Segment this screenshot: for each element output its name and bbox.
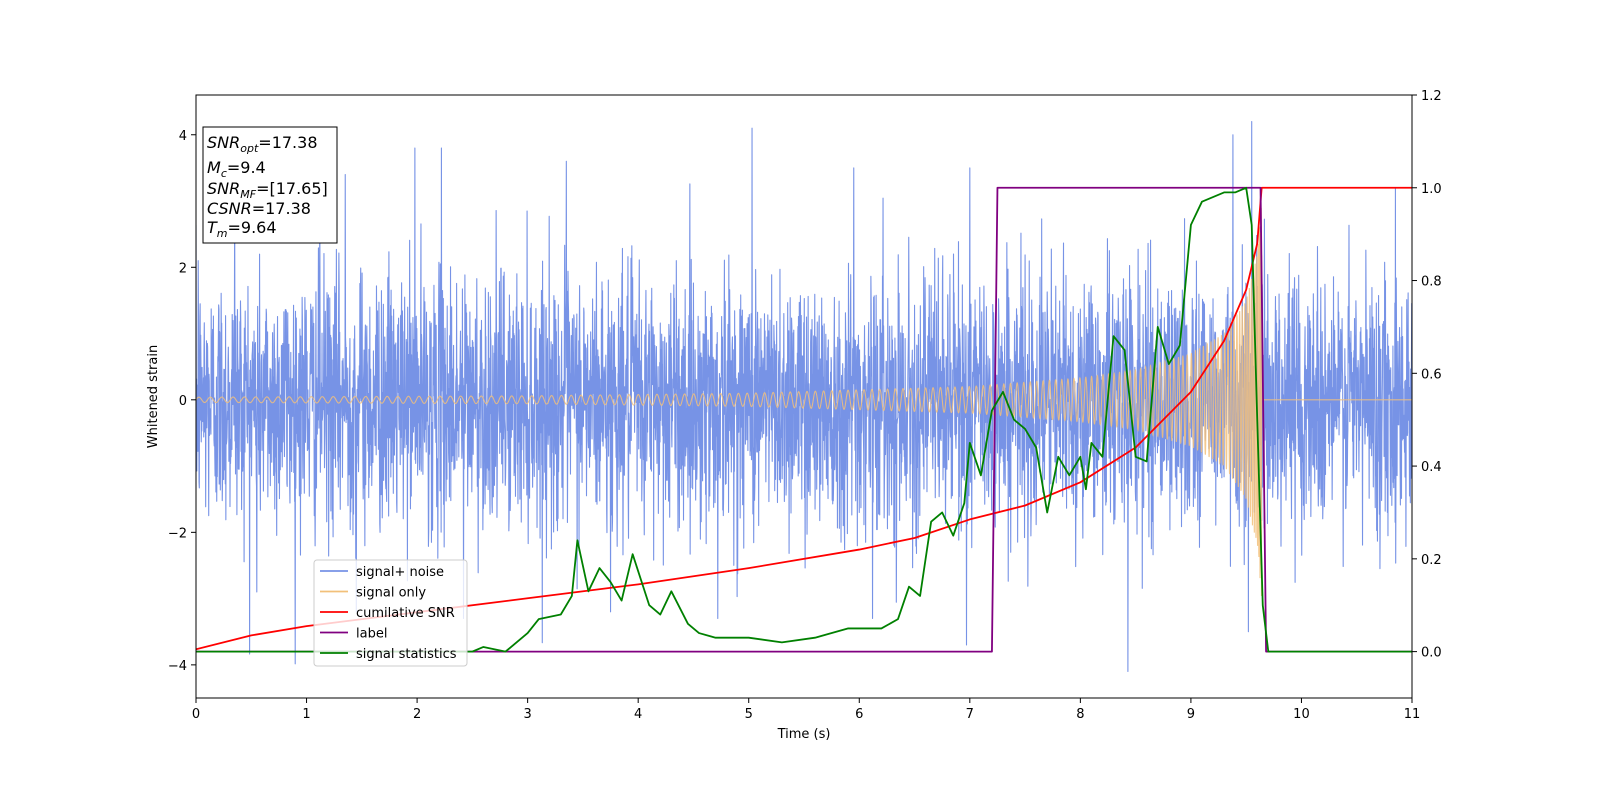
y-axis-left: −4 −2 0 2 4 [168,129,196,674]
y-tick-label: 4 [179,129,187,144]
legend-label: signal+ noise [356,565,444,580]
x-tick-label: 0 [192,707,200,722]
info-box-frame [202,126,338,244]
legend-label: cumilative SNR [356,606,455,621]
series-line-signal-only [196,207,1412,597]
legend: signal+ noise signal only cumilative SNR la… [313,559,468,667]
info-box-line: Tm=9.64 [207,218,277,240]
info-box-line: Mc=9.4 [207,158,266,180]
y2-tick-label: 0.4 [1421,460,1442,475]
x-tick-label: 10 [1293,707,1310,722]
info-box-line: SNRopt=17.38 [207,133,318,155]
legend-label: signal only [356,586,426,601]
legend-label: label [356,627,387,642]
x-tick-label: 4 [634,707,642,722]
series-line-signal-statistics [196,186,1412,653]
y-axis-title: Whitened strain [146,345,161,448]
x-axis: 0 1 2 3 4 5 6 7 8 9 10 11 [192,698,1420,722]
legend-label: signal statistics [356,647,457,662]
x-tick-label: 3 [523,707,531,722]
x-tick-label: 6 [855,707,863,722]
y2-tick-label: 0.0 [1421,646,1442,661]
plot-frame [195,94,1413,699]
x-tick-label: 11 [1404,707,1421,722]
x-tick-label: 8 [1076,707,1084,722]
y2-tick-label: 0.6 [1421,367,1442,382]
y-tick-label: −2 [168,526,187,541]
series-line-signal-noise [196,120,1412,673]
info-box: SNRopt=17.38 Mc=9.4SNRMF=[17.65]CSNR=17.3… [202,126,338,244]
y2-tick-label: 1.2 [1421,89,1442,104]
y2-tick-label: 1.0 [1421,182,1442,197]
x-tick-label: 1 [302,707,310,722]
y-axis-right: 0.0 0.2 0.4 0.6 0.8 1.0 1.2 [1412,89,1442,661]
y-tick-label: 2 [179,261,187,276]
legend-frame [313,559,468,667]
y2-tick-label: 0.8 [1421,275,1442,290]
y-tick-label: 0 [179,394,187,409]
info-box-line: SNRMF=[17.65] [207,179,328,201]
x-tick-label: 7 [966,707,974,722]
info-box-line: CSNR=17.38 [207,199,311,218]
x-axis-title: Time (s) [777,727,831,742]
y2-tick-label: 0.2 [1421,553,1442,568]
x-tick-label: 5 [745,707,753,722]
y-tick-label: −4 [168,659,187,674]
x-tick-label: 2 [413,707,421,722]
x-tick-label: 9 [1187,707,1195,722]
